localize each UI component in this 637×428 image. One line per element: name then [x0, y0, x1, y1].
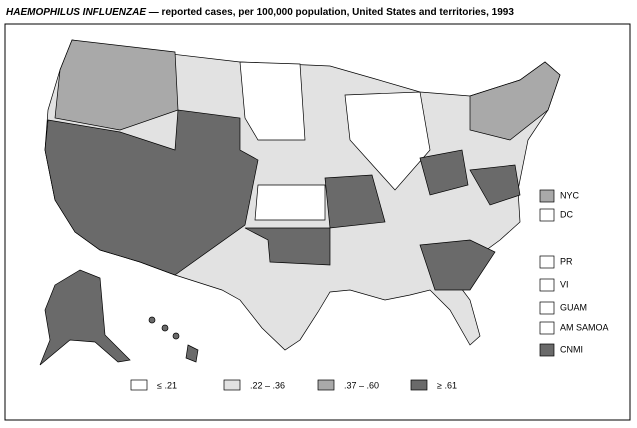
territory-box — [539, 321, 555, 335]
north-plains — [239, 61, 306, 141]
territory-label: AM SAMOA — [560, 322, 609, 332]
mid-atlantic — [469, 164, 521, 206]
legend-label: ≤ .21 — [157, 380, 177, 390]
title: HAEMOPHILUS INFLUENZAE — reported cases,… — [6, 7, 514, 18]
missouri — [324, 174, 386, 229]
territory-box — [539, 208, 555, 222]
legend-label: ≥ .61 — [437, 380, 457, 390]
territory-box — [539, 255, 555, 269]
legend-box — [410, 379, 428, 391]
territory-label: PR — [560, 256, 573, 266]
hawaii-island — [148, 316, 156, 324]
oklahoma — [244, 227, 331, 266]
legend-label: .22 – .36 — [250, 380, 285, 390]
hawaii-island — [172, 332, 180, 340]
legend-box — [317, 379, 335, 391]
territory-label: NYC — [560, 190, 580, 200]
territory-box — [539, 301, 555, 315]
west-region — [44, 109, 259, 276]
kansas — [254, 184, 326, 221]
territory-legend: NYC DC PR VI GUAM AM SAMOA CNMI — [539, 189, 609, 357]
territory-box — [539, 278, 555, 292]
legend-label: .37 – .60 — [344, 380, 379, 390]
legend-box — [130, 379, 148, 391]
title-rest: — reported cases, per 100,000 population… — [149, 7, 515, 18]
legend-box — [223, 379, 241, 391]
territory-label: VI — [560, 279, 569, 289]
territory-label: GUAM — [560, 302, 587, 312]
title-italic: HAEMOPHILUS INFLUENZAE — [6, 7, 146, 18]
northeast — [469, 61, 561, 141]
territory-label: DC — [560, 209, 573, 219]
hawaii-island — [161, 324, 169, 332]
frame — [4, 23, 631, 421]
territory-label: CNMI — [560, 344, 583, 354]
great-lakes — [344, 91, 431, 191]
map — [39, 39, 561, 366]
territory-box — [539, 189, 555, 203]
northwest — [54, 39, 179, 131]
hawaii — [185, 344, 199, 363]
legend: ≤ .21 .22 – .36 .37 – .60 ≥ .61 — [130, 379, 457, 391]
alaska — [39, 269, 131, 366]
georgia-sc — [419, 239, 496, 291]
territory-box — [539, 343, 555, 357]
ohio — [419, 149, 469, 196]
